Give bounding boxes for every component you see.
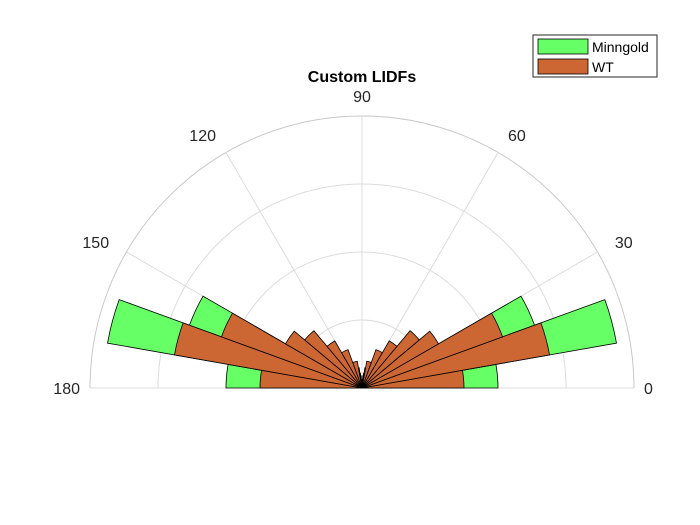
bar-wt-right [361, 312, 504, 389]
polar-axis: 0 30 60 90 120 150 180 [53, 89, 653, 398]
bar-wt-left [341, 349, 363, 389]
polar-bars [107, 295, 617, 389]
bar-wt-right [361, 349, 383, 389]
bar-wt-right [361, 330, 420, 389]
angle-tick-label: 120 [189, 128, 216, 145]
bar-wt-right [361, 322, 550, 389]
angle-tick-label: 60 [508, 128, 526, 145]
bar-wt-left [326, 340, 363, 389]
bar-wt-right [361, 330, 440, 389]
legend: Minngold WT [532, 34, 658, 78]
bar-wt-left [352, 360, 363, 389]
bar-wt-right [361, 360, 372, 389]
angle-tick-label: 150 [82, 235, 109, 252]
chart-title: Custom LIDFs [308, 69, 417, 86]
legend-swatch-wt [537, 58, 589, 75]
legend-swatch-minngold [537, 38, 589, 55]
bar-wt-left [174, 322, 363, 389]
legend-label-minngold: Minngold [592, 39, 649, 55]
angle-tick-label: 30 [615, 235, 633, 252]
bar-wt-left [304, 330, 363, 389]
bar-wt-left [220, 312, 363, 389]
angle-tick-label: 180 [53, 381, 80, 398]
angle-tick-label: 0 [644, 381, 653, 398]
angle-tick-label: 90 [353, 89, 371, 106]
bar-wt-right [361, 340, 398, 389]
bar-wt-left [284, 330, 363, 389]
legend-label-wt: WT [592, 59, 614, 75]
